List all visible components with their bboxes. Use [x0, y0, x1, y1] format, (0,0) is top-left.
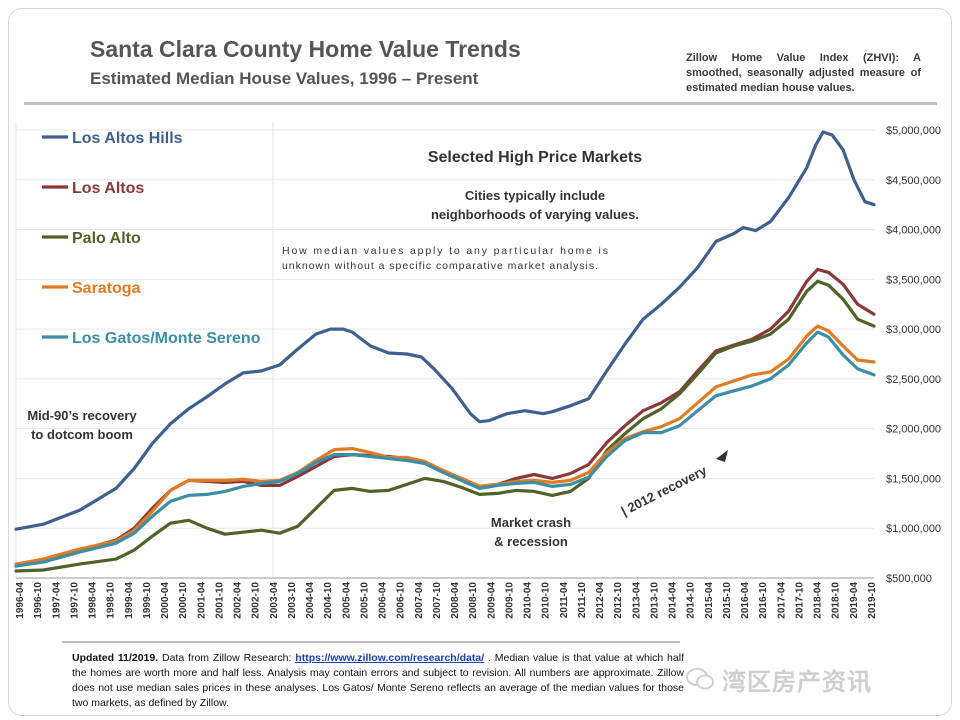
x-tick-label: 1998-10 [106, 582, 117, 619]
dotcom-annotation: Mid-90’s recovery [27, 408, 137, 423]
x-tick-label: 2007-04 [414, 582, 425, 619]
x-tick-label: 1999-10 [142, 582, 153, 619]
y-tick-label: $3,500,000 [886, 274, 941, 286]
x-tick-label: 1997-04 [51, 582, 62, 619]
wechat-icon [686, 668, 714, 690]
dotcom-annotation: to dotcom boom [31, 427, 133, 442]
x-tick-label: 2002-04 [233, 582, 244, 619]
x-tick-label: 2012-04 [595, 582, 606, 619]
x-tick-label: 2010-04 [523, 582, 534, 619]
x-tick-label: 2019-04 [849, 582, 860, 619]
y-tick-label: $3,000,000 [886, 324, 941, 336]
chart-title: Selected High Price Markets [428, 149, 642, 166]
slide-frame [8, 8, 952, 716]
page-title: Santa Clara County Home Value Trends [90, 36, 521, 62]
y-tick-label: $1,000,000 [886, 523, 941, 535]
y-tick-label: $2,500,000 [886, 374, 941, 386]
x-tick-label: 2001-04 [196, 582, 207, 619]
x-tick-label: 2006-04 [378, 582, 389, 619]
footer-divider [62, 641, 680, 643]
legend-label: Los Altos Hills [72, 130, 183, 147]
median-note: unknown without a specific comparative m… [282, 260, 598, 272]
crash-annotation: Market crash [491, 515, 571, 530]
x-tick-label: 1999-04 [124, 582, 135, 619]
x-tick-label: 1997-10 [69, 582, 80, 619]
x-tick-label: 2006-10 [396, 582, 407, 619]
x-tick-label: 2003-04 [269, 582, 280, 619]
footer-text-1: Data from Zillow Research: [158, 652, 296, 664]
watermark-text: 湾区房产资讯 [722, 668, 872, 696]
x-tick-label: 2004-04 [305, 582, 316, 619]
legend-label: Los Altos [72, 180, 144, 197]
x-tick-label: 2017-10 [794, 582, 805, 619]
x-tick-label: 2002-10 [251, 582, 262, 619]
x-tick-label: 2015-04 [704, 582, 715, 619]
x-tick-label: 2013-10 [649, 582, 660, 619]
x-tick-label: 2016-10 [758, 582, 769, 619]
x-tick-label: 2013-04 [631, 582, 642, 619]
x-tick-label: 2005-04 [341, 582, 352, 619]
recovery-annotation: | 2012 recovery [619, 462, 710, 518]
x-tick-label: 2009-10 [504, 582, 515, 619]
x-tick-label: 2005-10 [359, 582, 370, 619]
x-tick-label: 2017-04 [776, 582, 787, 619]
zhvi-definition-note: Zillow Home Value Index (ZHVI): A smooth… [686, 52, 921, 94]
series-line-saratoga [14, 324, 876, 566]
series-line-los-altos-hills [14, 130, 876, 531]
y-tick-label: $4,500,000 [886, 175, 941, 187]
y-tick-label: $1,500,000 [886, 473, 941, 485]
x-tick-label: 2000-04 [160, 582, 171, 619]
series-line-palo-alto [14, 279, 876, 573]
y-tick-label: $500,000 [886, 573, 932, 585]
page-subtitle: Estimated Median House Values, 1996 – Pr… [90, 69, 479, 88]
legend-label: Los Gatos/Monte Sereno [72, 330, 261, 347]
zillow-research-link[interactable]: https://www.zillow.com/research/data/ [295, 652, 485, 664]
cities-note: neighborhoods of varying values. [431, 207, 639, 222]
x-tick-label: 1996-10 [33, 582, 44, 619]
legend-label: Palo Alto [72, 230, 141, 247]
y-tick-label: $4,000,000 [886, 225, 941, 237]
y-tick-label: $5,000,000 [886, 125, 941, 137]
x-tick-label: 2009-04 [486, 582, 497, 619]
y-tick-label: $2,000,000 [886, 424, 941, 436]
cities-note: Cities typically include [465, 188, 605, 203]
x-tick-label: 2008-04 [450, 582, 461, 619]
x-tick-label: 2016-04 [740, 582, 751, 619]
x-tick-label: 2014-10 [686, 582, 697, 619]
legend-label: Saratoga [72, 280, 141, 297]
x-tick-label: 2007-10 [432, 582, 443, 619]
x-tick-label: 1996-04 [15, 582, 26, 619]
x-tick-label: 2018-04 [813, 582, 824, 619]
x-tick-label: 2008-10 [468, 582, 479, 619]
x-tick-label: 2010-10 [541, 582, 552, 619]
x-tick-label: 2019-10 [867, 582, 878, 619]
x-tick-label: 2015-10 [722, 582, 733, 619]
x-tick-label: 2004-10 [323, 582, 334, 619]
footer-updated: Updated 11/2019. [72, 652, 159, 664]
x-tick-label: 2014-04 [668, 582, 679, 619]
x-tick-label: 2001-10 [214, 582, 225, 619]
footer-note: Updated 11/2019. Data from Zillow Resear… [72, 651, 684, 711]
series-line-los-gatos-monte-sereno [14, 330, 876, 568]
x-tick-label: 2000-10 [178, 582, 189, 619]
header-divider [24, 102, 937, 105]
recovery-arrow-icon [716, 450, 728, 462]
x-tick-label: 1998-04 [88, 582, 99, 619]
median-note: How median values apply to any particula… [282, 245, 608, 257]
x-tick-label: 2011-10 [577, 582, 588, 619]
watermark: 湾区房产资讯 [686, 662, 936, 696]
x-tick-label: 2012-10 [613, 582, 624, 619]
x-tick-label: 2003-10 [287, 582, 298, 619]
footer-text-2: . Median value is that value at which ha… [72, 652, 684, 709]
x-tick-label: 2011-04 [559, 582, 570, 619]
x-tick-label: 2018-10 [831, 582, 842, 619]
crash-annotation: & recession [494, 534, 568, 549]
